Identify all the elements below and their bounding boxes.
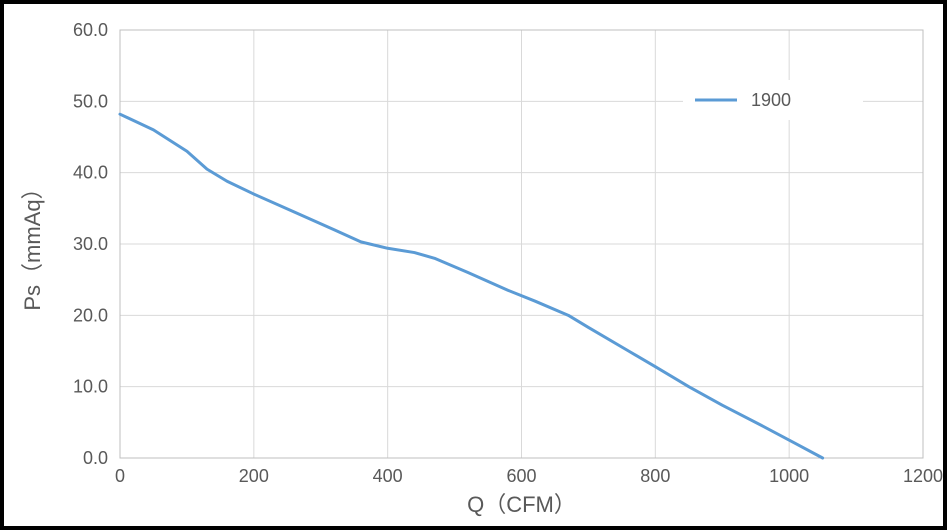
x-tick-label: 1200 bbox=[903, 466, 943, 486]
y-axis-label: Ps（mmAq） bbox=[20, 177, 45, 310]
chart-outer-frame: 0 200 400 600 800 1000 1200 0.0 10.0 20.0 30.0 40.0… bbox=[0, 0, 947, 530]
x-tick-label: 400 bbox=[373, 466, 403, 486]
y-tick-label: 60.0 bbox=[73, 20, 108, 40]
legend-label: 1900 bbox=[751, 90, 791, 110]
x-tick-label: 0 bbox=[115, 466, 125, 486]
y-tick-label: 10.0 bbox=[73, 377, 108, 397]
x-axis-label: Q（CFM） bbox=[467, 492, 576, 517]
x-tick-label: 600 bbox=[506, 466, 536, 486]
x-tick-label: 1000 bbox=[769, 466, 809, 486]
y-tick-label: 20.0 bbox=[73, 305, 108, 325]
chart-svg: 0 200 400 600 800 1000 1200 0.0 10.0 20.0 30.0 40.0… bbox=[12, 12, 943, 526]
legend: 1900 bbox=[683, 80, 863, 120]
x-tick-label: 800 bbox=[640, 466, 670, 486]
y-tick-label: 0.0 bbox=[83, 448, 108, 468]
chart-container: 0200400600800100012000.010.020.030.040.0… bbox=[12, 12, 935, 518]
y-tick-label: 40.0 bbox=[73, 163, 108, 183]
y-tick-label: 50.0 bbox=[73, 91, 108, 111]
x-tick-label: 200 bbox=[239, 466, 269, 486]
y-tick-label: 30.0 bbox=[73, 234, 108, 254]
